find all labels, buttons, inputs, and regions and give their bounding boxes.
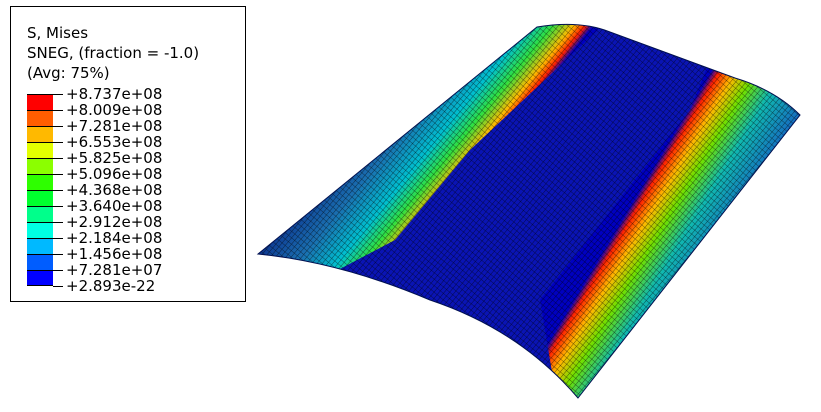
- legend-tick: [53, 222, 63, 223]
- color-swatch: [27, 222, 53, 238]
- color-swatch: [27, 238, 53, 254]
- legend-variable: S, Mises: [27, 24, 89, 42]
- legend-value-label: +4.368e+08: [66, 181, 163, 199]
- surface-outline: [256, 23, 801, 399]
- legend-value-label: +8.737e+08: [66, 85, 163, 103]
- legend-value-label: +2.184e+08: [66, 229, 163, 247]
- color-swatch: [27, 94, 53, 110]
- legend-value-label: +2.912e+08: [66, 213, 163, 231]
- color-swatch: [27, 254, 53, 270]
- element-mesh: [258, 24, 800, 399]
- legend-tick: [53, 190, 63, 191]
- legend-value-label: +3.640e+08: [66, 197, 163, 215]
- legend-averaging: (Avg: 75%): [27, 64, 110, 82]
- legend-tick: [53, 206, 63, 207]
- legend-tick: [53, 110, 63, 111]
- legend-section-point: SNEG, (fraction = -1.0): [27, 44, 200, 62]
- legend-value-label: +2.893e-22: [66, 277, 156, 295]
- color-swatch: [27, 158, 53, 174]
- color-swatch: [27, 206, 53, 222]
- legend-value-label: +5.096e+08: [66, 165, 163, 183]
- color-swatch: [27, 110, 53, 126]
- legend-tick: [53, 238, 63, 239]
- legend-tick: [53, 142, 63, 143]
- color-swatch: [27, 190, 53, 206]
- color-swatch: [27, 126, 53, 142]
- legend-value-label: +1.456e+08: [66, 245, 163, 263]
- legend-value-label: +7.281e+07: [66, 261, 163, 279]
- legend-tick: [53, 158, 63, 159]
- legend-value-label: +5.825e+08: [66, 149, 163, 167]
- legend-tick: [53, 94, 63, 95]
- legend-tick: [53, 254, 63, 255]
- legend-tick: [53, 286, 63, 287]
- legend-value-label: +7.281e+08: [66, 117, 163, 135]
- legend-value-label: +6.553e+08: [66, 133, 163, 151]
- color-swatch: [27, 174, 53, 190]
- contour-legend: S, Mises SNEG, (fraction = -1.0) (Avg: 7…: [10, 6, 246, 302]
- legend-value-label: +8.009e+08: [66, 101, 163, 119]
- color-swatch: [27, 270, 53, 286]
- color-swatch: [27, 142, 53, 158]
- legend-tick: [53, 126, 63, 127]
- color-bar: [27, 94, 53, 286]
- legend-tick: [53, 270, 63, 271]
- legend-tick: [53, 174, 63, 175]
